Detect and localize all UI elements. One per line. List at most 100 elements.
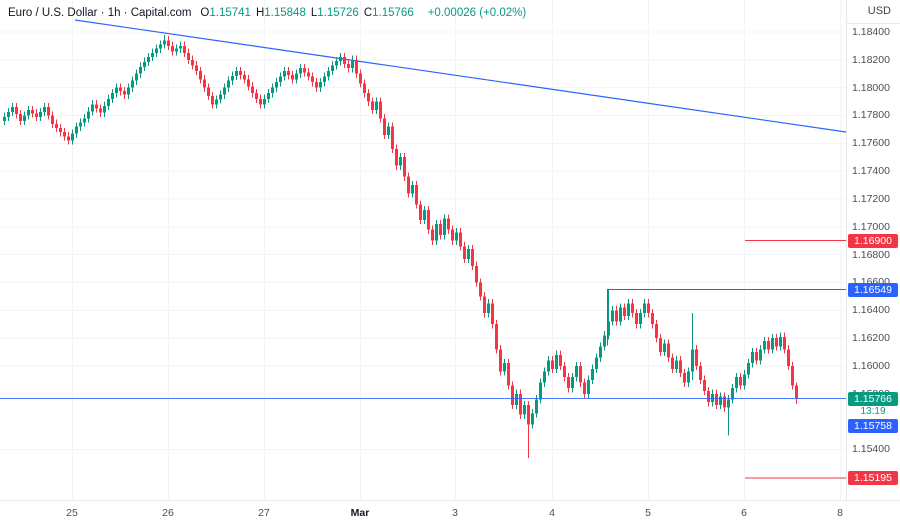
candle-body [43,107,46,113]
price-axis-label: 1.16400 [852,304,890,317]
ohlc-values: O1.15741 H1.15848 L1.15726 C1.15766 [200,7,418,19]
candle-body [163,40,166,45]
candle-body [199,70,202,80]
candle-body [775,338,778,347]
candle-body [563,365,566,378]
candle-body [227,80,230,88]
price-axis-label: 1.17600 [852,137,890,150]
candle-body [107,98,110,106]
price-axis-label: 1.18000 [852,81,890,94]
candle-body [59,128,62,133]
candle-body [451,229,454,241]
candle-body [523,404,526,415]
price-axis-label: 1.17800 [852,109,890,122]
candle-body [779,336,782,347]
candle-body [683,372,686,383]
candle-body [499,349,502,372]
candlestick-chart[interactable] [0,0,847,500]
candle-body [703,379,706,392]
candle-body [259,98,262,105]
price-axis-label: 1.18200 [852,53,890,66]
candle-body [631,303,634,314]
candle-body [551,360,554,369]
candle-body [419,204,422,220]
candle-body [171,45,174,52]
candle-body [639,313,642,325]
candle-body [307,72,310,77]
candle-body [595,357,598,369]
candle-body [3,116,6,122]
candle-body [755,352,758,361]
candle-body [159,44,162,49]
candle-body [519,393,522,415]
candle-body [603,335,606,347]
candle-body [771,338,774,350]
candle-body [235,70,238,76]
last-price-badge[interactable]: 1.15766 [848,391,898,406]
candle-body [147,57,150,62]
candle-body [191,59,194,66]
price-level-badge[interactable]: 1.16549 [848,282,898,297]
candle-body [179,45,182,49]
candle-body [739,377,742,386]
symbol-legend[interactable]: Euro / U.S. Dollar · 1h · Capital.com O1… [8,5,526,21]
candle-body [243,75,246,80]
candle-body [295,73,298,80]
candle-body [311,76,314,83]
candle-body [615,310,618,322]
candle-body [715,393,718,405]
candle-body [7,112,10,117]
candle-body [471,249,474,266]
candle-body [267,93,270,99]
symbol-title[interactable]: Euro / U.S. Dollar · 1h · Capital.com [8,7,192,19]
price-axis-label: 1.17400 [852,165,890,178]
candle-body [483,296,486,314]
candle-body [439,224,442,236]
candle-body [711,393,714,403]
candle-body [375,101,378,110]
price-change: +0.00026 (+0.02%) [427,7,527,19]
candle-body [527,404,530,425]
candle-body [331,65,334,71]
candle-body [731,388,734,400]
candle-body [655,324,658,339]
candle-body [327,70,330,77]
candle-body [783,336,786,350]
candle-body [575,365,578,378]
candle-body [455,232,458,241]
candle-body [699,365,702,380]
time-axis-label: 26 [162,507,174,519]
price-axis-label: 1.18400 [852,26,890,38]
candle-body [587,379,590,394]
candle-body [207,87,210,97]
candle-body [531,413,534,425]
candle-body [515,393,518,405]
candle-body [487,303,490,314]
candle-body [255,93,258,99]
candle-body [667,343,670,358]
candle-body [347,64,350,69]
candle-body [411,185,414,194]
price-level-badge[interactable]: 1.15195 [848,471,898,485]
candle-body [579,365,582,383]
candle-body [559,354,562,366]
price-axis-label: 1.16000 [852,359,890,372]
price-axis-label: 1.17000 [852,220,890,233]
price-axis-label: 1.15400 [852,443,890,456]
candle-body [599,346,602,358]
candle-body [555,354,558,369]
candle-body [115,87,118,94]
candle-body [323,76,326,83]
usd-divider [847,23,900,24]
candle-body [271,87,274,94]
quote-currency-label[interactable]: USD [867,5,891,17]
candle-body [111,93,114,99]
candle-body [299,68,302,74]
trendline[interactable] [74,19,847,133]
candle-body [427,210,430,230]
price-level-badge[interactable]: 1.16900 [848,233,898,248]
candle-body [339,57,342,62]
candle-body [211,96,214,105]
bid-price-badge[interactable]: 1.15758 [848,418,898,433]
candle-body [183,45,186,53]
